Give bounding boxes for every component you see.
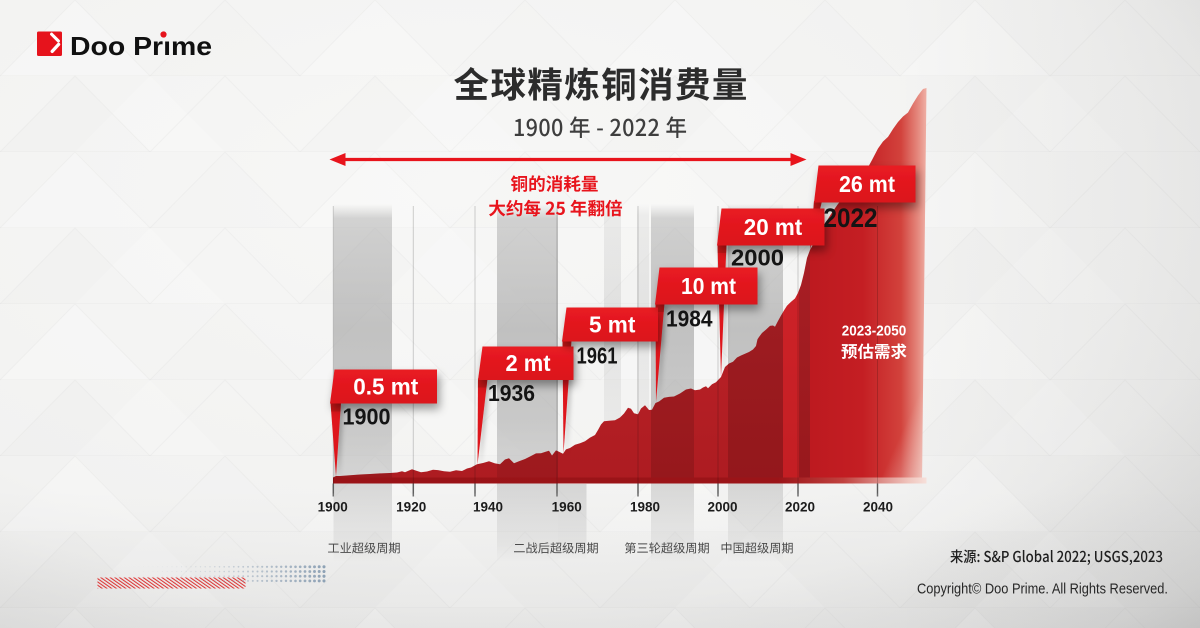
svg-text:2 mt: 2 mt <box>506 350 551 376</box>
svg-text:2020: 2020 <box>785 500 815 515</box>
svg-text:1920: 1920 <box>396 500 426 515</box>
svg-text:10 mt: 10 mt <box>681 273 736 299</box>
svg-text:1961: 1961 <box>577 343 618 369</box>
svg-text:1960: 1960 <box>552 500 582 515</box>
svg-text:1980: 1980 <box>630 500 660 515</box>
svg-text:2000: 2000 <box>731 245 784 271</box>
svg-text:1936: 1936 <box>488 380 535 406</box>
svg-text:26 mt: 26 mt <box>839 171 895 197</box>
svg-text:1984: 1984 <box>666 306 713 332</box>
svg-text:1940: 1940 <box>473 500 503 515</box>
svg-text:Doo Prıme: Doo Prıme <box>70 31 212 61</box>
svg-text:Copyright© Doo Prime. All Righ: Copyright© Doo Prime. All Rights Reserve… <box>917 582 1168 598</box>
svg-text:2040: 2040 <box>863 500 893 515</box>
svg-text:20 mt: 20 mt <box>744 214 803 240</box>
svg-text:2023-2050: 2023-2050 <box>842 323 907 340</box>
svg-text:1900: 1900 <box>318 500 348 515</box>
svg-text:2000: 2000 <box>707 500 737 515</box>
svg-text:1900: 1900 <box>343 404 391 430</box>
svg-text:0.5 mt: 0.5 mt <box>353 374 418 400</box>
svg-text:5 mt: 5 mt <box>589 312 636 338</box>
svg-text:2022: 2022 <box>824 203 878 233</box>
